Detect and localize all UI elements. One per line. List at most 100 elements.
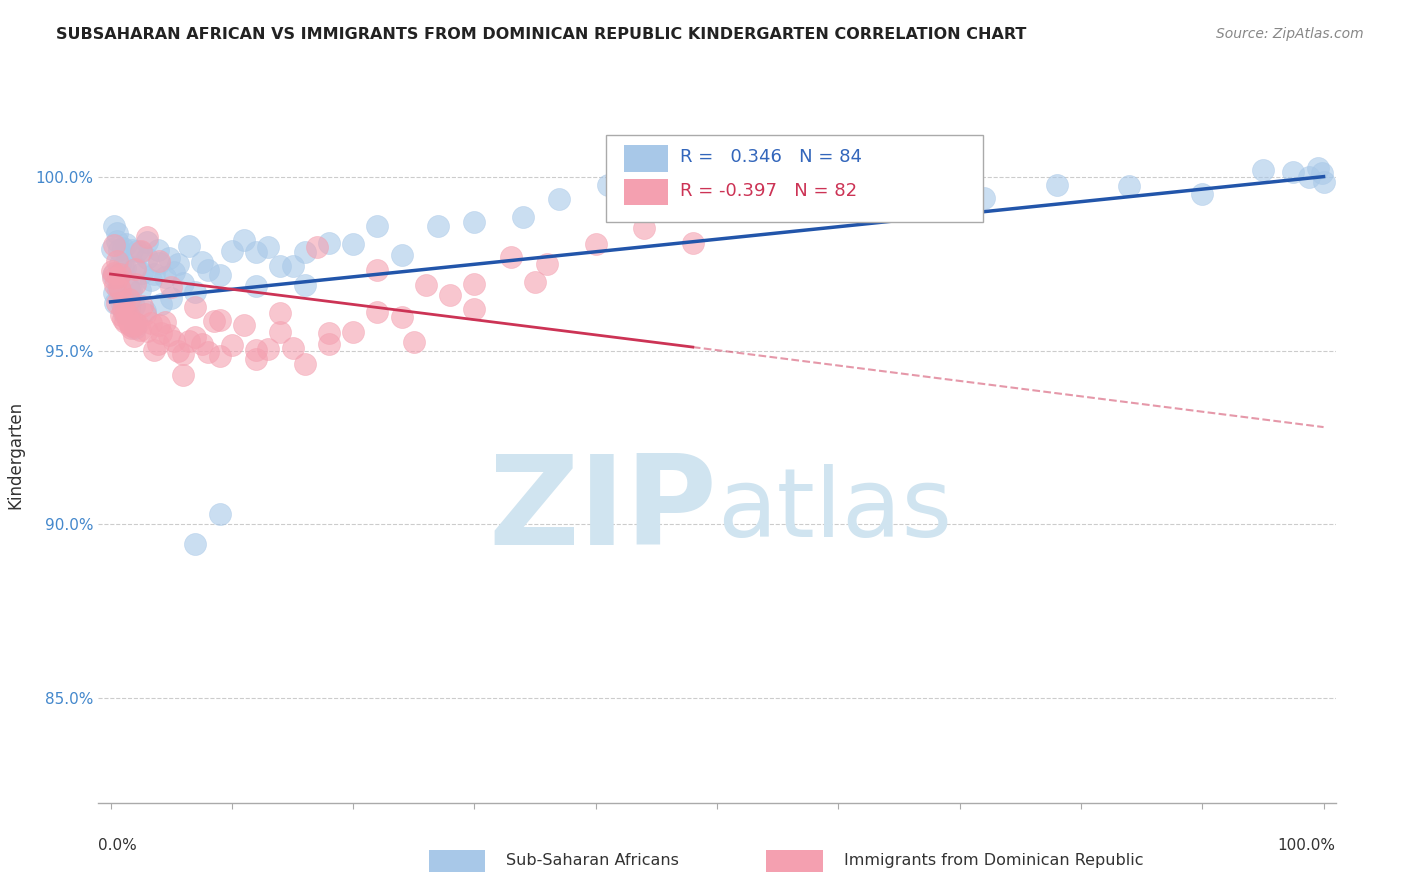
- Point: [111, 302, 134, 317]
- Point: [122, 299, 145, 313]
- Point: [143, 343, 166, 357]
- Point: [1046, 178, 1069, 193]
- Point: [118, 293, 141, 307]
- Point: [110, 257, 132, 271]
- Point: [269, 259, 291, 273]
- Point: [129, 244, 152, 258]
- Point: [128, 283, 150, 297]
- Point: [150, 296, 173, 310]
- Point: [100, 242, 122, 256]
- Point: [366, 263, 388, 277]
- Text: R =   0.346   N = 84: R = 0.346 N = 84: [681, 148, 862, 166]
- Point: [118, 309, 141, 323]
- Point: [120, 283, 142, 297]
- Point: [127, 317, 149, 331]
- Text: 0.0%: 0.0%: [98, 838, 138, 854]
- Point: [121, 319, 143, 334]
- Point: [134, 303, 156, 318]
- Point: [114, 314, 136, 328]
- Point: [233, 318, 256, 332]
- Point: [973, 191, 995, 205]
- Point: [105, 296, 128, 310]
- Point: [1118, 179, 1140, 194]
- Point: [118, 296, 141, 310]
- Point: [139, 273, 162, 287]
- FancyBboxPatch shape: [606, 135, 983, 222]
- Point: [136, 324, 159, 338]
- Point: [150, 326, 173, 340]
- Point: [105, 234, 128, 248]
- Point: [900, 168, 922, 182]
- Point: [1312, 166, 1334, 180]
- Point: [114, 260, 136, 275]
- Point: [105, 254, 128, 268]
- Point: [136, 235, 159, 249]
- Text: atlas: atlas: [717, 464, 952, 558]
- Point: [124, 321, 146, 335]
- Point: [127, 244, 149, 258]
- Point: [162, 265, 184, 279]
- Point: [146, 243, 169, 257]
- Point: [148, 253, 170, 268]
- Point: [107, 269, 129, 284]
- Point: [100, 263, 122, 277]
- Point: [1251, 162, 1274, 177]
- Point: [103, 285, 125, 300]
- Point: [117, 313, 139, 327]
- Point: [128, 323, 150, 337]
- Point: [157, 252, 180, 266]
- Point: [524, 275, 547, 289]
- Point: [190, 336, 212, 351]
- Point: [124, 316, 146, 330]
- Point: [318, 326, 340, 340]
- Point: [107, 283, 129, 297]
- Point: [160, 280, 183, 294]
- Point: [148, 256, 170, 270]
- Point: [162, 334, 184, 348]
- Point: [172, 347, 194, 361]
- Text: Immigrants from Dominican Republic: Immigrants from Dominican Republic: [844, 854, 1143, 868]
- Point: [103, 237, 125, 252]
- Point: [645, 196, 668, 211]
- Point: [318, 336, 340, 351]
- Point: [269, 306, 291, 320]
- Point: [110, 268, 132, 282]
- Point: [585, 237, 607, 252]
- Point: [115, 237, 138, 252]
- Text: SUBSAHARAN AFRICAN VS IMMIGRANTS FROM DOMINICAN REPUBLIC KINDERGARTEN CORRELATIO: SUBSAHARAN AFRICAN VS IMMIGRANTS FROM DO…: [56, 27, 1026, 42]
- Point: [766, 200, 789, 214]
- Point: [281, 259, 304, 273]
- Point: [1191, 186, 1213, 201]
- Point: [706, 194, 728, 209]
- Point: [110, 295, 132, 310]
- Point: [184, 285, 207, 299]
- Point: [184, 300, 207, 314]
- Point: [129, 245, 152, 260]
- Point: [839, 184, 862, 198]
- Point: [197, 263, 219, 277]
- Point: [110, 267, 132, 281]
- Point: [167, 257, 190, 271]
- Point: [294, 278, 316, 293]
- Point: [105, 226, 128, 240]
- Point: [124, 260, 146, 274]
- Point: [257, 240, 280, 254]
- Point: [682, 235, 704, 250]
- Point: [157, 327, 180, 342]
- Y-axis label: Kindergarten: Kindergarten: [7, 401, 24, 509]
- Point: [103, 219, 125, 233]
- Point: [512, 211, 534, 225]
- Point: [160, 291, 183, 305]
- Point: [131, 299, 153, 313]
- Point: [111, 311, 134, 326]
- Point: [463, 277, 485, 291]
- Point: [172, 277, 194, 291]
- Point: [115, 306, 138, 320]
- Point: [136, 230, 159, 244]
- Point: [110, 283, 132, 297]
- Point: [101, 268, 124, 283]
- Point: [439, 287, 461, 301]
- Point: [342, 325, 364, 339]
- Point: [190, 254, 212, 268]
- Text: 100.0%: 100.0%: [1278, 838, 1336, 854]
